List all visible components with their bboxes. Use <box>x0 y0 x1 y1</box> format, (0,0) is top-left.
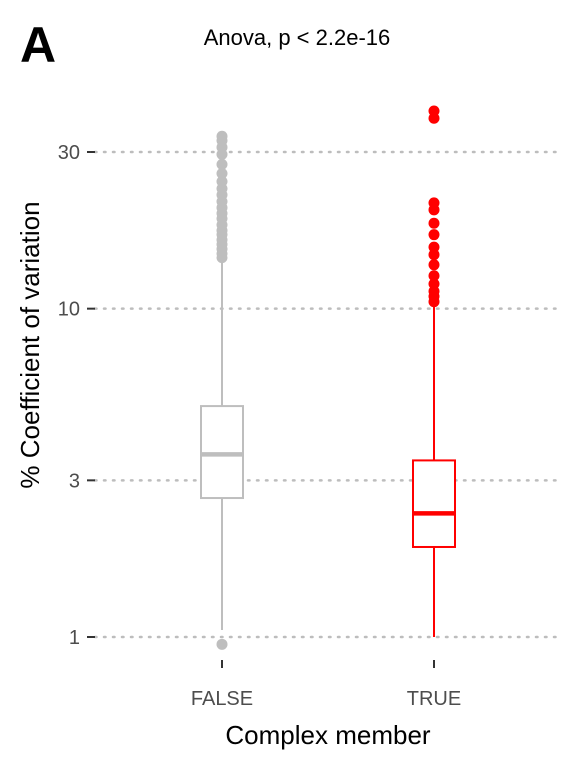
y-tick-label: 30 <box>58 142 80 164</box>
x-tick-label: TRUE <box>407 688 461 710</box>
outlier-point <box>428 229 440 241</box>
outlier-point <box>428 217 440 229</box>
outlier-point <box>428 197 440 209</box>
outlier-point <box>216 175 228 187</box>
boxplot-true <box>412 105 456 637</box>
outlier-point <box>428 278 440 290</box>
x-tick-label: FALSE <box>191 688 253 710</box>
x-axis: FALSE TRUE <box>191 660 461 710</box>
outlier-point <box>216 158 228 170</box>
outlier-point <box>428 259 440 271</box>
box <box>200 405 244 500</box>
outlier-point <box>428 241 440 253</box>
outlier-point <box>428 105 440 117</box>
y-axis: 1 3 10 30 <box>58 142 95 649</box>
y-tick-label: 3 <box>69 470 80 492</box>
outlier-point <box>428 270 440 282</box>
outlier-point <box>216 130 228 142</box>
boxplot-false <box>200 130 244 650</box>
y-tick-label: 10 <box>58 299 80 321</box>
panel-label: A <box>20 17 56 73</box>
chart-title: Anova, p < 2.2e-16 <box>204 25 391 50</box>
y-axis-title: % Coefficient of variation <box>15 201 45 488</box>
y-tick-label: 1 <box>69 627 80 649</box>
x-axis-title: Complex member <box>225 720 431 750</box>
box <box>412 459 456 548</box>
outlier-point <box>428 249 440 261</box>
boxplots <box>200 105 456 650</box>
gridlines <box>93 150 564 639</box>
outlier-point <box>216 638 228 650</box>
outlier-point <box>216 168 228 180</box>
